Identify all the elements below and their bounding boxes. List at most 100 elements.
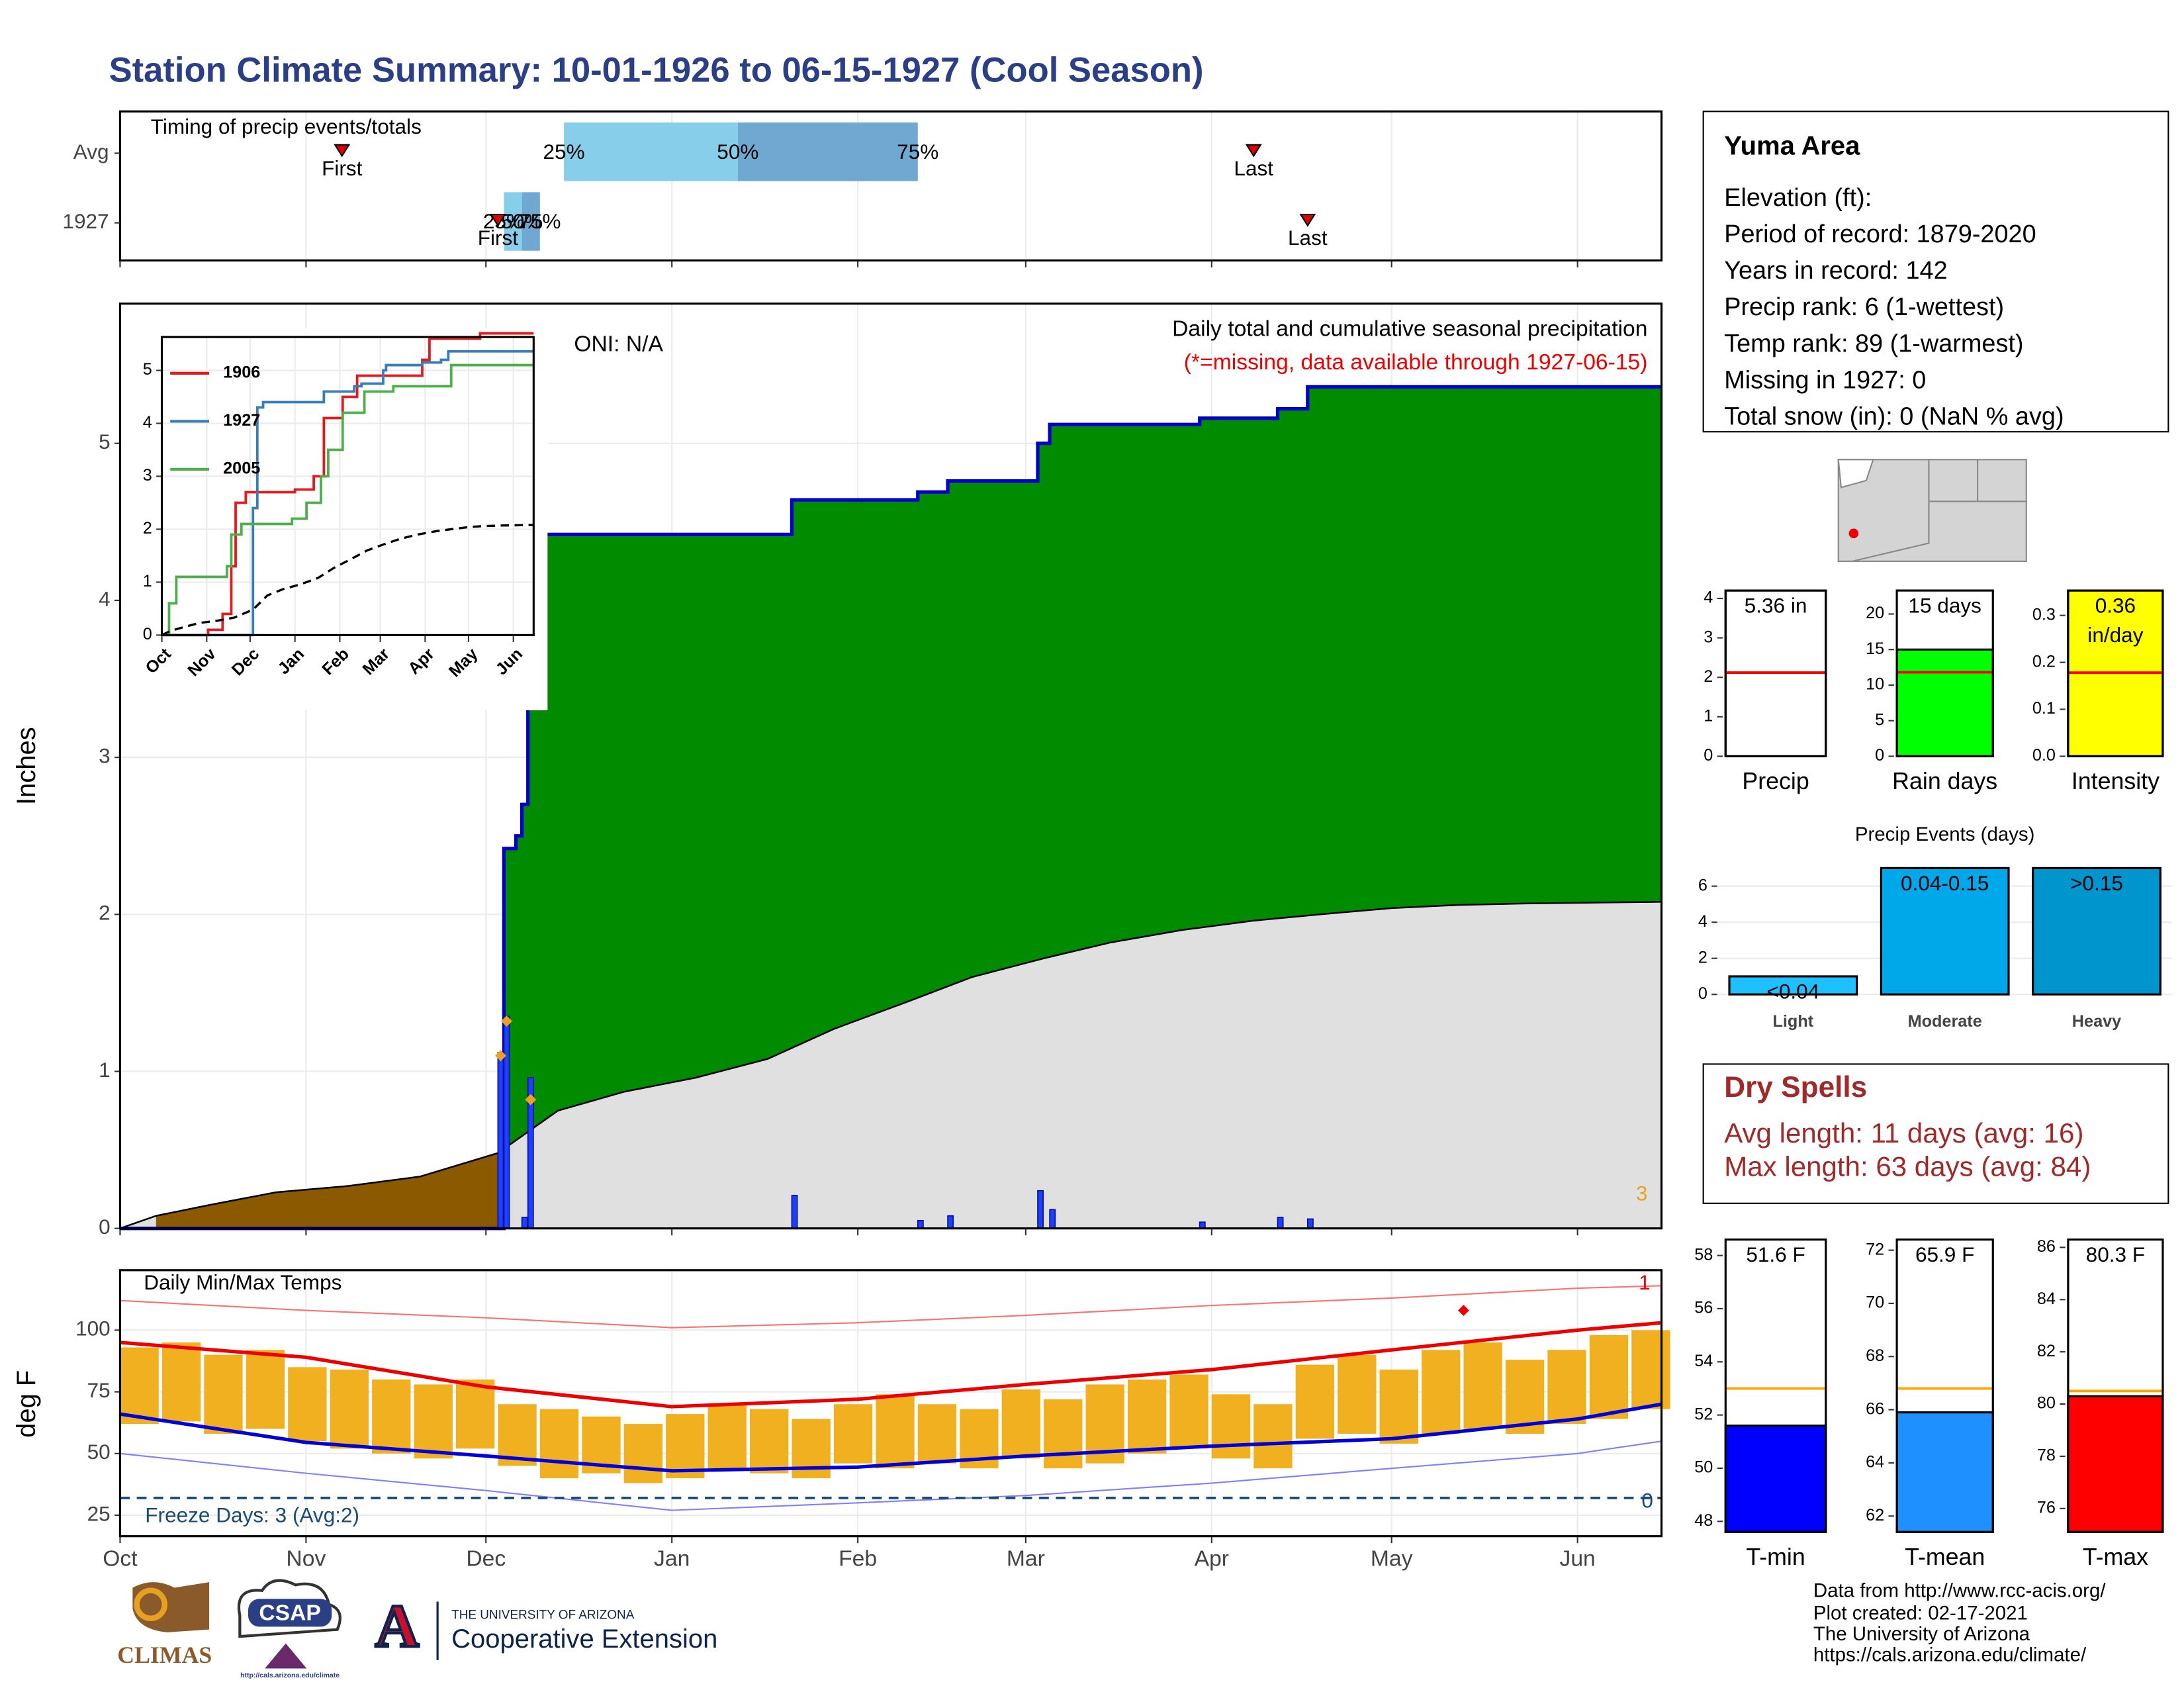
temp-range-bar bbox=[1463, 1342, 1502, 1429]
cumulative-line bbox=[120, 385, 1662, 1231]
y-tick-label: 1 bbox=[143, 572, 152, 590]
panel-frame bbox=[118, 1269, 1663, 1538]
y-tick-label: 0.0 bbox=[2032, 746, 2056, 765]
y-tick-label: 75 bbox=[87, 1378, 111, 1402]
temp-range-bar bbox=[876, 1394, 915, 1469]
event-label: First bbox=[322, 156, 363, 180]
temp-range-bar bbox=[414, 1384, 453, 1459]
panel-frame bbox=[1724, 1238, 1827, 1533]
category-label: Intensity bbox=[2071, 768, 2160, 794]
y-tick-label: 50 bbox=[1694, 1458, 1713, 1477]
temp-range-bar bbox=[1547, 1350, 1586, 1425]
temp-range-bar bbox=[539, 1409, 579, 1479]
y-axis-title: Inches bbox=[12, 727, 41, 805]
y-tick-label: 2 bbox=[143, 519, 152, 538]
temp-range-bar bbox=[120, 1347, 159, 1425]
y-tick-label: 78 bbox=[2037, 1446, 2056, 1465]
bar bbox=[1728, 975, 1858, 996]
y-tick-label: 0 bbox=[143, 625, 152, 643]
temp-range-bar bbox=[917, 1404, 957, 1464]
series-line bbox=[161, 332, 534, 637]
map-shape bbox=[1837, 459, 1874, 489]
value-label: <0.04 bbox=[1766, 980, 1819, 1004]
daily-precip-bar bbox=[1277, 1217, 1284, 1229]
temp-range-bar bbox=[1379, 1370, 1418, 1444]
x-tick-label: Oct bbox=[103, 1546, 138, 1571]
panel-frame bbox=[118, 303, 1663, 1230]
y-tick-label: 5 bbox=[99, 430, 111, 453]
value-label: 0.04-0.15 bbox=[1901, 871, 1989, 895]
corner-note: 3 bbox=[1636, 1182, 1648, 1205]
quartile-label: 75% bbox=[519, 209, 561, 233]
y-tick-label: 4 bbox=[1698, 912, 1707, 931]
csap-url: http://cals.arizona.edu/climate bbox=[240, 1671, 340, 1679]
csap-badge bbox=[248, 1599, 332, 1627]
temp-range-bar bbox=[498, 1404, 537, 1466]
below-average-area bbox=[156, 1152, 498, 1229]
temp-range-bar bbox=[1169, 1374, 1208, 1449]
flag-marker bbox=[525, 1094, 537, 1105]
y-tick-label: 2 bbox=[1704, 667, 1713, 686]
y-tick-label: 72 bbox=[1866, 1240, 1884, 1258]
value-label: 80.3 F bbox=[2086, 1243, 2145, 1266]
panel-frame bbox=[1724, 589, 1827, 758]
daily-precip-bar bbox=[917, 1219, 924, 1229]
y-tick-label: 1 bbox=[1704, 707, 1713, 726]
panel-frame bbox=[2067, 1238, 2164, 1533]
category-label: Rain days bbox=[1892, 768, 1997, 794]
y-tick-label: 68 bbox=[1866, 1346, 1884, 1365]
daily-precip-bar bbox=[497, 1052, 504, 1229]
x-tick-label: Jun bbox=[1560, 1546, 1596, 1571]
y-tick-label: 25 bbox=[87, 1501, 111, 1525]
daily-precip-bar bbox=[1037, 1190, 1044, 1229]
y-tick-label: 62 bbox=[1866, 1506, 1884, 1524]
y-tick-label: 0.1 bbox=[2032, 699, 2056, 718]
legend-label: 1927 bbox=[223, 411, 260, 430]
y-tick-label: 100 bbox=[75, 1317, 111, 1340]
temp-range-bar bbox=[1338, 1354, 1377, 1434]
temp-range-bar bbox=[330, 1370, 369, 1449]
quartile-label: 50% bbox=[717, 140, 758, 164]
y-tick-label: 80 bbox=[2037, 1394, 2056, 1413]
temp-range-bar bbox=[833, 1404, 873, 1464]
y-tick-label: 3 bbox=[99, 743, 111, 767]
panel-frame bbox=[118, 110, 1663, 262]
y-tick-label: 54 bbox=[1694, 1352, 1713, 1370]
event-label: Last bbox=[1234, 156, 1273, 180]
y-tick-label: 58 bbox=[1694, 1245, 1713, 1264]
quartile-label: 25% bbox=[483, 209, 525, 233]
temp-range-bar bbox=[1295, 1364, 1335, 1439]
y-tick-label: 4 bbox=[99, 586, 111, 610]
record-max-line bbox=[120, 1285, 1662, 1329]
x-tick-label: Nov bbox=[286, 1546, 326, 1571]
y-tick-label: 48 bbox=[1694, 1511, 1713, 1530]
quartile-bar bbox=[737, 122, 918, 181]
x-tick-label: Moderate bbox=[1908, 1012, 1982, 1031]
quartile-label: 50% bbox=[501, 209, 543, 233]
high-count: 1 bbox=[1639, 1270, 1651, 1294]
info-line: Elevation (ft): bbox=[1724, 184, 1872, 212]
x-tick-label: Apr bbox=[1195, 1546, 1229, 1571]
event-label: Last bbox=[1288, 226, 1328, 250]
row-label: Avg bbox=[73, 140, 109, 164]
x-tick-label: Light bbox=[1773, 1012, 1814, 1031]
temp-range-bar bbox=[455, 1379, 495, 1449]
y-tick-label: 82 bbox=[2037, 1342, 2056, 1360]
y-tick-label: 0 bbox=[1698, 984, 1707, 1003]
bar bbox=[2032, 867, 2161, 996]
info-line: Total snow (in): 0 (NaN % avg) bbox=[1724, 403, 2064, 431]
flag-marker bbox=[495, 1050, 506, 1062]
temp-range-bar bbox=[1589, 1335, 1629, 1419]
temp-range-bar bbox=[1127, 1379, 1167, 1454]
y-tick-label: 20 bbox=[1866, 604, 1884, 622]
daily-precip-bar bbox=[503, 1015, 510, 1229]
event-marker bbox=[489, 213, 506, 227]
temp-range-bar bbox=[707, 1404, 747, 1469]
y-tick-label: 6 bbox=[1698, 876, 1707, 894]
panel-frame bbox=[1895, 1238, 1994, 1533]
value-label: 15 days bbox=[1908, 594, 1981, 618]
daily-precip-bar bbox=[947, 1215, 954, 1229]
temp-range-bar bbox=[204, 1354, 243, 1434]
